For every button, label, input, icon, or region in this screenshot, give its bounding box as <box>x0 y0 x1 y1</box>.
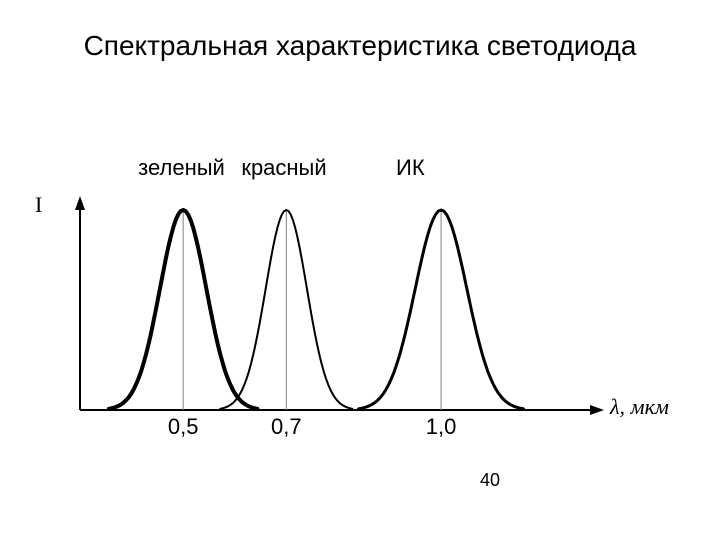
spectral-chart <box>60 190 620 450</box>
peak-label: ИК <box>396 155 425 181</box>
x-tick-label: 0,5 <box>168 414 199 440</box>
peak-label: красный <box>241 155 326 181</box>
peak-label: зеленый <box>138 155 225 181</box>
x-axis-label: λ, мкм <box>610 394 669 420</box>
x-tick-label: 1,0 <box>426 414 457 440</box>
page-number: 40 <box>480 470 500 491</box>
slide: { "title": { "text": "Спектральная харак… <box>0 0 720 540</box>
page-title: Спектральная характеристика светодиода <box>0 30 720 62</box>
y-axis-label: I <box>35 192 42 218</box>
x-tick-label: 0,7 <box>271 414 302 440</box>
